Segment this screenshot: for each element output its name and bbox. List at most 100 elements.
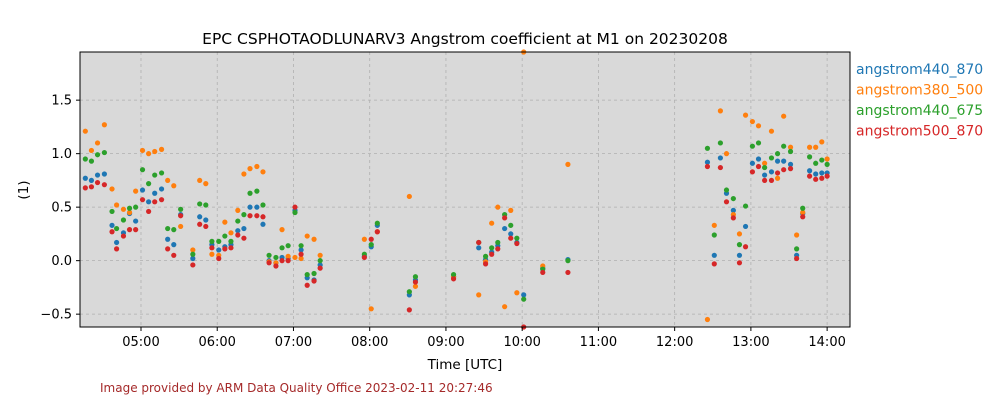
data-point [88, 177, 95, 184]
data-point [768, 128, 775, 134]
data-point [521, 296, 527, 302]
data-point [704, 145, 711, 151]
data-point [489, 251, 495, 257]
data-point [139, 187, 146, 193]
data-point [781, 113, 787, 119]
data-point [171, 252, 177, 258]
data-point [361, 236, 367, 242]
data-point [730, 195, 736, 202]
x-axis-label: Time [UTC] [427, 357, 503, 373]
legend-entry: angstrom440_870 [856, 62, 983, 78]
data-point [165, 236, 171, 242]
data-point [120, 206, 127, 212]
data-point [742, 244, 749, 250]
data-point [736, 242, 743, 248]
data-point [304, 233, 310, 239]
data-point [260, 214, 266, 220]
data-point [774, 170, 781, 176]
data-point [736, 231, 743, 237]
data-point [190, 247, 196, 253]
data-point [813, 176, 819, 182]
x-tick-label: 05:00 [122, 335, 159, 350]
data-point [819, 175, 825, 181]
data-point [514, 240, 520, 247]
data-point [412, 274, 419, 280]
data-point [768, 155, 775, 161]
data-point [762, 172, 768, 178]
data-point [228, 238, 234, 244]
data-point [762, 177, 768, 184]
x-axis-ticks: 05:00 06:00 07:00 08:00 09:00 10:00 11:00 12:00… [122, 327, 846, 350]
data-point [209, 251, 215, 257]
data-point [755, 140, 762, 146]
data-point [254, 213, 260, 219]
data-point [787, 161, 794, 167]
data-point [717, 155, 723, 161]
data-point [285, 253, 291, 259]
data-point [241, 225, 247, 232]
data-point [165, 246, 171, 252]
data-point [94, 172, 101, 178]
data-point [101, 182, 107, 188]
data-point [254, 163, 260, 170]
data-point [178, 213, 184, 219]
data-point [260, 202, 266, 208]
plot-area [80, 52, 850, 327]
data-point [165, 225, 171, 232]
data-point [197, 214, 203, 220]
data-point [120, 217, 127, 223]
data-point [508, 235, 514, 241]
data-point [126, 205, 133, 211]
data-point [755, 163, 762, 170]
data-point [502, 304, 508, 310]
y-tick-label: 1.5 [51, 94, 72, 109]
data-point [235, 218, 241, 224]
data-point [723, 199, 730, 205]
data-point [774, 175, 781, 181]
data-point [247, 166, 253, 172]
data-point [508, 231, 514, 237]
data-point [508, 207, 514, 213]
data-point [406, 193, 412, 200]
data-point [247, 204, 253, 210]
data-point [813, 144, 819, 150]
data-point [736, 252, 743, 258]
data-point [819, 139, 825, 145]
data-point [495, 204, 501, 210]
legend-entry: angstrom380_500 [856, 83, 983, 99]
data-point [285, 243, 291, 249]
x-tick-label: 09:00 [427, 335, 464, 350]
legend-entry: angstrom500_870 [856, 124, 983, 140]
data-point [171, 242, 177, 248]
data-point [260, 169, 266, 175]
data-point [146, 208, 152, 215]
data-point [762, 160, 768, 166]
data-point [228, 245, 234, 251]
data-point [171, 227, 177, 233]
data-point [565, 269, 571, 276]
data-point [368, 306, 374, 312]
data-point [279, 245, 285, 251]
legend-entry: angstrom440_675 [856, 103, 983, 119]
x-tick-label: 10:00 [503, 335, 540, 350]
data-point [109, 208, 115, 215]
data-point [774, 158, 781, 164]
data-point [450, 276, 457, 282]
data-point [717, 140, 723, 146]
data-point [374, 229, 380, 235]
data-point [502, 215, 508, 221]
data-point [203, 223, 209, 230]
data-point [247, 190, 253, 196]
data-point [88, 184, 95, 190]
data-point [755, 156, 762, 162]
data-point [476, 292, 482, 298]
x-tick-label: 12:00 [656, 335, 693, 350]
data-point [742, 203, 749, 209]
data-point [222, 219, 228, 225]
data-point [749, 118, 756, 125]
data-point [298, 243, 304, 249]
data-point [521, 292, 527, 298]
data-point [495, 239, 501, 246]
data-point [781, 143, 787, 149]
data-point [723, 187, 730, 193]
